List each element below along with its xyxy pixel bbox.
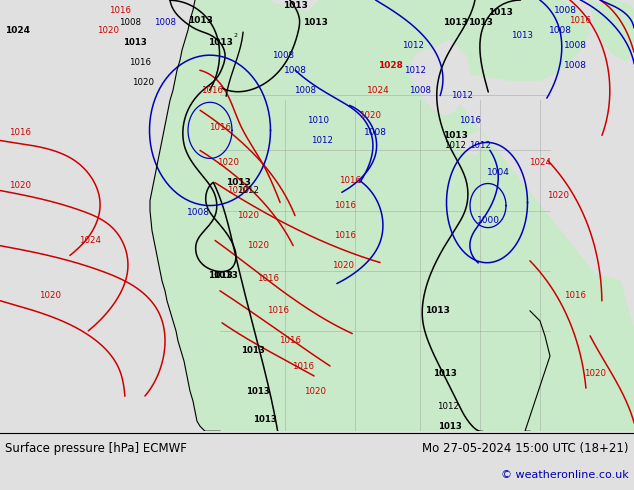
Text: 1013: 1013 <box>433 368 457 377</box>
Text: 1012: 1012 <box>444 141 466 150</box>
Text: 1013: 1013 <box>123 38 147 47</box>
Text: 1020: 1020 <box>227 186 249 195</box>
Text: 1016: 1016 <box>334 231 356 240</box>
Text: © weatheronline.co.uk: © weatheronline.co.uk <box>501 470 629 480</box>
Text: 1013: 1013 <box>467 18 493 26</box>
Text: 1024: 1024 <box>6 25 30 35</box>
Text: 1020: 1020 <box>97 25 119 35</box>
Text: Surface pressure [hPa] ECMWF: Surface pressure [hPa] ECMWF <box>5 442 187 455</box>
Text: 1016: 1016 <box>209 123 231 132</box>
Text: 1013: 1013 <box>253 415 277 424</box>
Text: 1020: 1020 <box>247 241 269 250</box>
Text: 1008: 1008 <box>409 86 431 95</box>
Text: 1016: 1016 <box>129 58 151 67</box>
Text: 1024: 1024 <box>79 236 101 245</box>
Text: 1020: 1020 <box>332 261 354 270</box>
Text: 1020: 1020 <box>304 387 326 395</box>
Text: 1020: 1020 <box>547 191 569 200</box>
Text: 1013: 1013 <box>302 18 327 26</box>
Text: 1020: 1020 <box>9 181 31 190</box>
Text: 1020: 1020 <box>359 111 381 120</box>
Polygon shape <box>590 0 634 60</box>
Text: 1016: 1016 <box>459 116 481 125</box>
Text: 1028: 1028 <box>378 61 403 70</box>
Text: 1020: 1020 <box>132 78 154 87</box>
Text: 1020: 1020 <box>39 292 61 300</box>
Polygon shape <box>460 130 485 155</box>
Text: 1013: 1013 <box>443 18 467 26</box>
Text: 1013: 1013 <box>207 271 233 280</box>
Polygon shape <box>410 40 470 115</box>
Text: 1013: 1013 <box>188 16 212 24</box>
Text: 1020: 1020 <box>584 368 606 377</box>
Text: 1008: 1008 <box>553 5 576 15</box>
Polygon shape <box>195 0 285 45</box>
Text: 1016: 1016 <box>267 306 289 316</box>
Text: 1012: 1012 <box>469 141 491 150</box>
Text: 1016: 1016 <box>334 201 356 210</box>
Text: 1012: 1012 <box>311 136 333 145</box>
Text: 1020: 1020 <box>217 158 239 167</box>
Text: 1013: 1013 <box>241 346 265 355</box>
Text: 1008: 1008 <box>119 18 141 26</box>
Text: 1013: 1013 <box>207 38 233 47</box>
Text: 1016: 1016 <box>257 274 279 283</box>
Text: 1013: 1013 <box>438 422 462 431</box>
Text: 1008: 1008 <box>186 208 209 217</box>
Text: 1013: 1013 <box>226 178 250 187</box>
Polygon shape <box>0 0 634 431</box>
Text: 1000: 1000 <box>477 216 500 225</box>
Text: 1008: 1008 <box>564 61 586 70</box>
Text: 1008: 1008 <box>363 128 387 137</box>
Text: 1024: 1024 <box>529 158 551 167</box>
Text: 1020: 1020 <box>237 211 259 220</box>
Text: 1008: 1008 <box>548 25 571 35</box>
Text: 1013: 1013 <box>246 387 270 395</box>
Text: 1010: 1010 <box>307 116 329 125</box>
Text: 1016: 1016 <box>292 362 314 370</box>
Text: 1016: 1016 <box>564 292 586 300</box>
Polygon shape <box>150 0 634 431</box>
Text: 1008: 1008 <box>283 66 306 74</box>
Text: 1012: 1012 <box>237 186 259 195</box>
Text: 1024: 1024 <box>366 86 389 95</box>
Text: Mo 27-05-2024 15:00 UTC (18+21): Mo 27-05-2024 15:00 UTC (18+21) <box>422 442 629 455</box>
Text: 1016: 1016 <box>109 5 131 15</box>
Text: 1016: 1016 <box>201 86 223 95</box>
Text: 1013: 1013 <box>488 7 512 17</box>
Text: 1016: 1016 <box>279 337 301 345</box>
Polygon shape <box>300 0 590 80</box>
Text: 1008: 1008 <box>272 50 294 60</box>
Text: 1008: 1008 <box>154 18 176 26</box>
Text: 1013: 1013 <box>283 0 307 9</box>
Text: 1012: 1012 <box>404 66 426 74</box>
Text: 1016: 1016 <box>339 176 361 185</box>
Text: 1016: 1016 <box>9 128 31 137</box>
Text: 1013: 1013 <box>425 306 450 316</box>
Text: 2: 2 <box>233 33 237 38</box>
Text: 1013: 1013 <box>511 30 533 40</box>
Text: 1004: 1004 <box>486 168 510 177</box>
Text: 1012: 1012 <box>402 41 424 49</box>
Text: 1008: 1008 <box>564 41 586 49</box>
Text: 1012: 1012 <box>451 91 473 100</box>
Text: 1016: 1016 <box>569 16 591 24</box>
Text: 1008: 1008 <box>294 86 316 95</box>
Text: 1012: 1012 <box>437 402 459 411</box>
Text: 1013: 1013 <box>443 131 467 140</box>
Text: 1013: 1013 <box>212 271 238 280</box>
